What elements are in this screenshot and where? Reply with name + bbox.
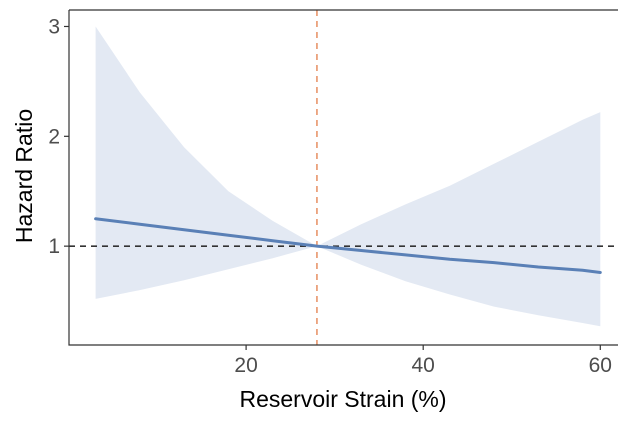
axis-frame	[68, 10, 618, 346]
x-tick-label: 20	[234, 354, 257, 377]
tick-layer: 20 40 60 1 2 3	[48, 15, 612, 377]
axis-layer	[68, 9, 618, 346]
y-tick-label: 3	[48, 15, 60, 38]
line-layer	[94, 217, 602, 274]
x-tick-label: 60	[589, 354, 612, 377]
confidence-band-layer	[95, 26, 601, 327]
hazard-ratio-line	[94, 217, 602, 274]
x-tick-label: 40	[412, 354, 435, 377]
x-axis-title: Reservoir Strain (%)	[239, 386, 446, 412]
y-tick-label: 1	[48, 235, 60, 258]
y-tick-label: 2	[48, 125, 60, 148]
reference-lines-layer	[69, 10, 618, 345]
confidence-band	[95, 26, 601, 327]
y-axis-title: Hazard Ratio	[11, 109, 37, 243]
